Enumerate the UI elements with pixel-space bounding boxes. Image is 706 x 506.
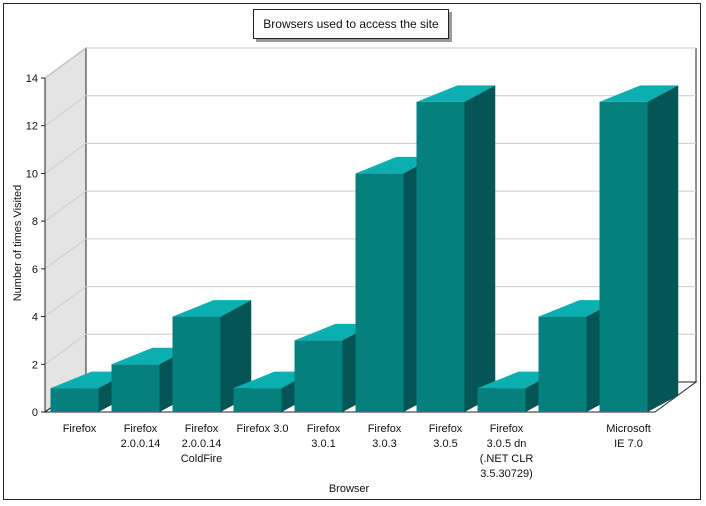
- x-tick-label-line: Firefox: [429, 423, 463, 435]
- bar: [599, 85, 679, 412]
- bar-front: [599, 101, 648, 412]
- y-tick-label: 4: [32, 312, 38, 324]
- x-tick-label: Firefox 3.0.5: [429, 423, 463, 450]
- y-tick-label: 6: [32, 264, 38, 276]
- bar-top: [50, 371, 130, 389]
- y-tick-label: 10: [26, 168, 38, 180]
- bar-front: [233, 388, 282, 412]
- x-tick-label: Firefox 3.0.3: [368, 423, 402, 450]
- bar-top: [538, 300, 618, 317]
- x-tick-label-line: 3.0.3: [372, 438, 396, 450]
- x-tick-label-line: ColdFire: [181, 453, 223, 465]
- chart-title: Browsers used to access the site: [253, 9, 449, 39]
- x-tick-label-line: Firefox: [368, 423, 402, 435]
- x-tick-label-line: 3.0.5: [433, 438, 457, 450]
- x-tick-label: Firefox 3.0.5 dn (.NET CLR 3.5.30729): [480, 423, 534, 480]
- bar-top: [355, 156, 435, 174]
- bar-front: [355, 173, 404, 412]
- bar-front: [477, 388, 526, 412]
- y-tick-label: 12: [26, 121, 38, 133]
- x-tick-label-line: Firefox: [63, 423, 97, 435]
- bar-side: [647, 85, 679, 412]
- y-tick-label: 14: [26, 73, 38, 85]
- bar-top: [111, 347, 191, 365]
- grid-line: [44, 47, 696, 79]
- x-axis-labels: Firefox Firefox 2.0.0.14 Firefox 2.0.0.14 Col…: [63, 423, 651, 480]
- bar-top: [233, 371, 313, 389]
- x-tick-label: Firefox 2.0.0.14: [121, 423, 161, 450]
- x-tick-label: Firefox 3.0.1: [307, 423, 341, 450]
- x-tick-label-line: 2.0.0.14: [182, 438, 222, 450]
- y-tick-label: 0: [32, 407, 38, 419]
- bar-top: [294, 323, 374, 341]
- y-axis-ticks: 0 2 4 6 8 10 12 14: [26, 73, 46, 419]
- x-tick-label-line: Firefox: [307, 423, 341, 435]
- x-tick-label-line: Firefox: [490, 423, 524, 435]
- x-axis-title: Browser: [329, 483, 370, 495]
- chart-frame: [3, 3, 701, 500]
- bars: [50, 85, 679, 412]
- bar-side: [220, 300, 252, 412]
- bar-side: [464, 85, 496, 412]
- x-tick-label-line: 3.0.1: [311, 438, 335, 450]
- x-tick-label-line: IE 7.0: [614, 438, 643, 450]
- bar-front: [294, 340, 343, 412]
- bar-top: [416, 85, 496, 102]
- bar-top: [477, 371, 557, 389]
- left-wall: [44, 47, 87, 413]
- bar: [416, 85, 496, 412]
- x-tick-label: Firefox 2.0.0.14 ColdFire: [181, 423, 223, 465]
- x-tick-label-line: 3.0.5 dn: [487, 438, 527, 450]
- bar-top: [172, 300, 252, 317]
- x-tick-label-line: Firefox: [185, 423, 219, 435]
- bar-front: [111, 364, 160, 412]
- x-tick-label-line: Firefox: [124, 423, 158, 435]
- x-tick-label-line: Microsoft: [606, 423, 651, 435]
- x-tick-label-line: (.NET CLR: [480, 453, 534, 465]
- bar-front: [50, 388, 99, 412]
- bar: [172, 300, 252, 412]
- bar-front: [416, 101, 465, 412]
- y-axis-title: Number of times Visited: [12, 185, 24, 302]
- y-tick-label: 8: [32, 216, 38, 228]
- x-tick-label-line: 3.5.30729): [480, 468, 533, 480]
- x-tick-label-line: Firefox 3.0: [237, 423, 289, 435]
- bar-top: [599, 85, 679, 102]
- y-tick-label: 2: [32, 359, 38, 371]
- bar-front: [172, 316, 221, 412]
- x-tick-label: Firefox 3.0: [237, 423, 289, 435]
- bar-front: [538, 316, 587, 412]
- x-tick-label-line: 2.0.0.14: [121, 438, 161, 450]
- grid-line: [44, 95, 696, 127]
- x-tick-label: Firefox: [63, 423, 97, 435]
- x-tick-label: Microsoft IE 7.0: [606, 423, 651, 450]
